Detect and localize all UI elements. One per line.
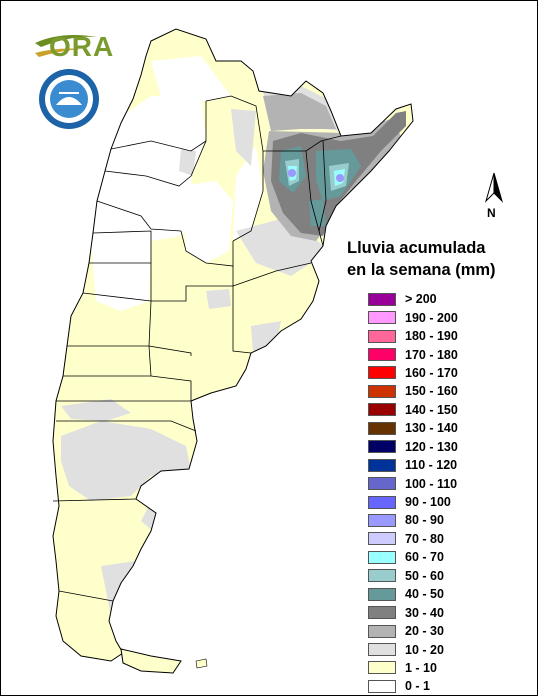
legend-label: > 200 <box>405 292 437 307</box>
legend-swatch <box>368 292 396 306</box>
legend-label: 140 - 150 <box>405 402 458 417</box>
legend-label: 110 - 120 <box>405 458 458 473</box>
legend-label: 100 - 110 <box>405 476 458 491</box>
legend-swatch <box>368 624 396 638</box>
legend-label: 1 - 10 <box>405 660 437 675</box>
legend-item: 130 - 140 <box>368 419 518 437</box>
province-boundaries <box>52 95 342 602</box>
zone-0-1 <box>181 181 233 263</box>
legend-label: 170 - 180 <box>405 347 458 362</box>
legend-label: 60 - 70 <box>405 550 444 565</box>
country-outline <box>52 28 414 662</box>
north-label: N <box>487 206 496 220</box>
legend-title-line-2: en la semana (mm) <box>347 261 496 279</box>
legend-swatch <box>368 513 396 527</box>
zone-10-20 <box>206 289 231 309</box>
legend-swatch <box>368 587 396 601</box>
legend-label: 50 - 60 <box>405 568 444 583</box>
legend-item: 190 - 200 <box>368 308 518 326</box>
legend-label: 20 - 30 <box>405 624 444 639</box>
ora-logo <box>35 35 97 57</box>
legend-swatch <box>368 679 396 693</box>
legend-item: 180 - 190 <box>368 327 518 345</box>
legend-item: 160 - 170 <box>368 364 518 382</box>
legend-item: 40 - 50 <box>368 585 518 603</box>
zone-0-1 <box>151 56 231 101</box>
zone-10-20 <box>61 421 191 501</box>
zone-20-30 <box>263 93 336 131</box>
legend-item: 80 - 90 <box>368 511 518 529</box>
zone-0-1 <box>91 96 206 311</box>
legend-item: 90 - 100 <box>368 493 518 511</box>
legend-label: 120 - 130 <box>405 439 458 454</box>
legend-item: 1 - 10 <box>368 659 518 677</box>
legend-label: 0 - 1 <box>405 679 431 694</box>
legend-item: 0 - 1 <box>368 677 518 695</box>
legend-item: > 200 <box>368 290 518 308</box>
legend-label: 40 - 50 <box>405 587 444 602</box>
legend-label: 80 - 90 <box>405 513 444 528</box>
legend-swatch <box>368 311 396 325</box>
legend-item: 30 - 40 <box>368 603 518 621</box>
legend-swatch <box>368 532 396 546</box>
legend-swatch <box>368 366 396 380</box>
zone-80-90 <box>288 169 296 177</box>
legend-swatch <box>368 348 396 362</box>
legend-swatch <box>368 440 396 454</box>
legend-item: 110 - 120 <box>368 456 518 474</box>
legend-item: 20 - 30 <box>368 622 518 640</box>
smn-seal-logo <box>39 69 99 129</box>
legend-item: 50 - 60 <box>368 567 518 585</box>
legend-swatch <box>368 606 396 620</box>
zone-0-1 <box>233 146 263 241</box>
legend-swatch <box>368 643 396 657</box>
legend-title-line-1: Lluvia acumulada <box>347 239 486 257</box>
legend-label: 180 - 190 <box>405 329 458 344</box>
legend-swatch <box>368 569 396 583</box>
zone-80-90 <box>336 174 344 182</box>
legend-label: 70 - 80 <box>405 531 444 546</box>
legend-swatch <box>368 477 396 491</box>
legend-swatch <box>368 421 396 435</box>
legend-swatch <box>368 329 396 343</box>
north-arrow-icon <box>484 172 504 203</box>
legend: > 200 190 - 200 180 - 190 170 - 180 160 - 17… <box>368 290 518 695</box>
legend-item: 170 - 180 <box>368 345 518 363</box>
legend-swatch <box>368 495 396 509</box>
legend-swatch <box>368 661 396 675</box>
legend-label: 90 - 100 <box>405 495 451 510</box>
legend-swatch <box>368 458 396 472</box>
legend-title: Lluvia acumulada en la semana (mm) <box>347 237 517 281</box>
legend-label: 160 - 170 <box>405 365 458 380</box>
legend-item: 100 - 110 <box>368 474 518 492</box>
legend-label: 30 - 40 <box>405 605 444 620</box>
legend-item: 140 - 150 <box>368 401 518 419</box>
legend-label: 190 - 200 <box>405 310 458 325</box>
zone-10-20 <box>251 321 281 353</box>
legend-swatch <box>368 403 396 417</box>
islands <box>195 658 208 669</box>
ora-logo-text: ORA <box>49 31 115 62</box>
tierra-del-fuego <box>120 648 182 674</box>
rainfall-zones <box>61 56 406 616</box>
zone-10-20 <box>231 109 256 166</box>
legend-item: 120 - 130 <box>368 438 518 456</box>
zone-10-20 <box>61 399 131 421</box>
zone-10-20 <box>179 149 196 176</box>
legend-swatch <box>368 384 396 398</box>
legend-item: 60 - 70 <box>368 548 518 566</box>
legend-item: 150 - 160 <box>368 382 518 400</box>
legend-item: 70 - 80 <box>368 530 518 548</box>
legend-swatch <box>368 550 396 564</box>
legend-label: 130 - 140 <box>405 421 458 436</box>
legend-item: 10 - 20 <box>368 640 518 658</box>
legend-label: 150 - 160 <box>405 384 458 399</box>
legend-label: 10 - 20 <box>405 642 444 657</box>
